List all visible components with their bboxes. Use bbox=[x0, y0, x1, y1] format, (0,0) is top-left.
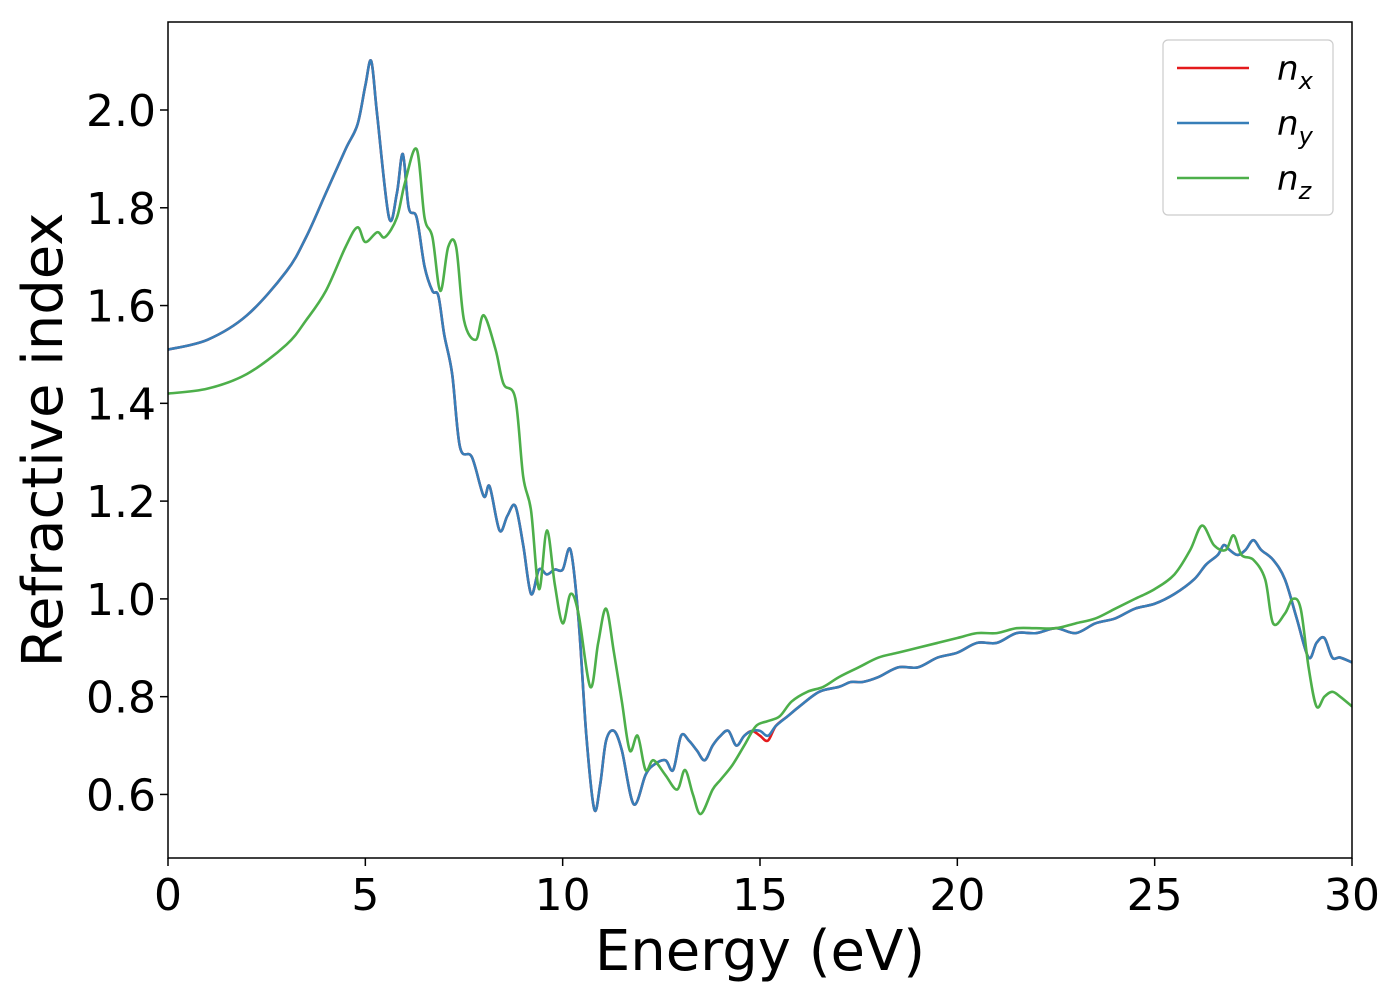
y-tick-label: 1.8 bbox=[86, 184, 156, 235]
y-tick-label: 1.6 bbox=[86, 282, 156, 333]
x-axis-label: Energy (eV) bbox=[595, 919, 925, 984]
series-line-z bbox=[168, 147, 1352, 816]
series-layer bbox=[168, 59, 1352, 816]
y-tick-label: 0.6 bbox=[86, 770, 156, 821]
y-tick-label: 0.8 bbox=[86, 673, 156, 724]
series-line-y bbox=[168, 59, 1352, 813]
y-tick-label: 2.0 bbox=[86, 86, 156, 137]
x-tick-label: 30 bbox=[1324, 870, 1380, 921]
x-tick-label: 0 bbox=[154, 870, 182, 921]
x-tick-label: 10 bbox=[535, 870, 591, 921]
x-tick-label: 20 bbox=[929, 870, 985, 921]
x-tick-label: 5 bbox=[351, 870, 379, 921]
y-tick-label: 1.4 bbox=[86, 379, 156, 430]
y-tick-label: 1.2 bbox=[86, 477, 156, 528]
x-axis-ticks: 0 5 10 15 20 25 30 bbox=[154, 858, 1380, 921]
y-axis-label: Refractive index bbox=[11, 213, 76, 668]
legend-box bbox=[1162, 39, 1334, 216]
x-tick-label: 25 bbox=[1127, 870, 1183, 921]
y-axis-ticks: 0.6 0.8 1.0 1.2 1.4 1.6 1.8 2.0 bbox=[86, 86, 168, 821]
x-tick-label: 15 bbox=[732, 870, 788, 921]
y-tick-label: 1.0 bbox=[86, 575, 156, 626]
